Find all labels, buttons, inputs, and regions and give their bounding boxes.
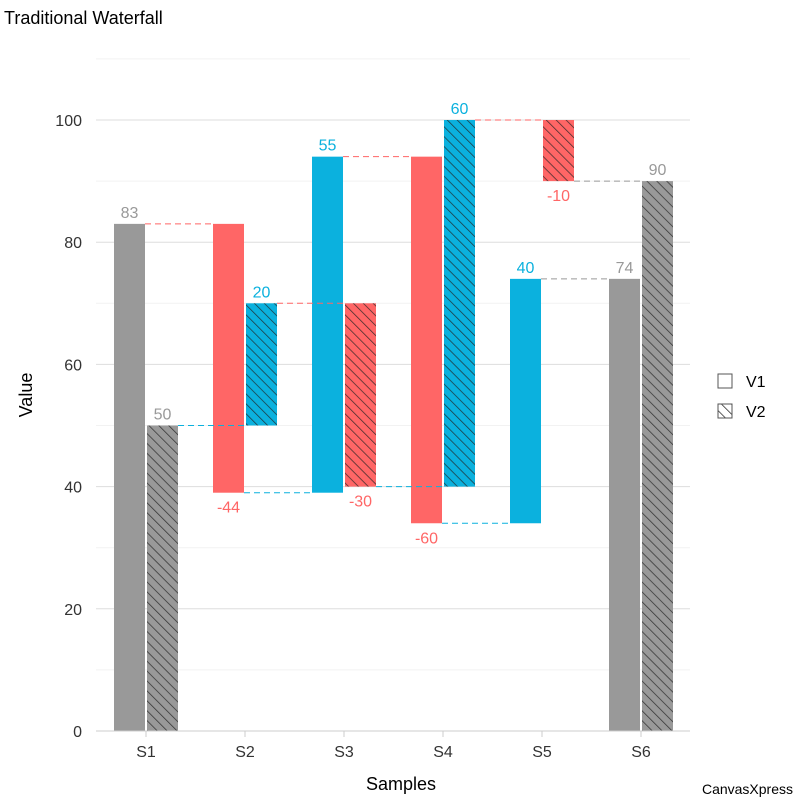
data-label: 55 xyxy=(319,138,337,155)
data-label: 74 xyxy=(616,260,634,277)
bar-hatch xyxy=(642,181,673,732)
x-tick-label: S6 xyxy=(631,744,651,761)
watermark: CanvasXpress xyxy=(702,781,793,797)
y-tick-label: 60 xyxy=(64,357,82,374)
legend-swatch-v2 xyxy=(717,403,733,419)
x-tick-label: S3 xyxy=(334,744,354,761)
legend-label-v2: V2 xyxy=(746,404,766,421)
legend: V1 V2 xyxy=(717,373,766,421)
data-label: -44 xyxy=(217,500,240,517)
y-tick-label: 20 xyxy=(64,602,82,619)
y-tick-label: 0 xyxy=(73,724,82,741)
bar-V1-S3 xyxy=(312,156,343,493)
y-axis-label: Value xyxy=(16,373,36,418)
bar-hatch xyxy=(246,303,277,426)
legend-swatch-v1 xyxy=(717,373,733,389)
y-tick-label: 80 xyxy=(64,235,82,252)
chart-title: Traditional Waterfall xyxy=(4,8,163,28)
bar-V1-S4 xyxy=(411,156,442,524)
bar-V1-S2 xyxy=(213,223,244,493)
data-label: 83 xyxy=(121,205,139,222)
y-tick-label: 100 xyxy=(55,113,82,130)
bar-V1-S1 xyxy=(114,223,145,731)
x-tick-label: S4 xyxy=(433,744,453,761)
data-label: 50 xyxy=(154,407,172,424)
data-label: -10 xyxy=(547,188,570,205)
data-label: 60 xyxy=(451,101,469,118)
x-tick-label: S5 xyxy=(532,744,552,761)
bar-hatch xyxy=(444,120,475,487)
bar-hatch xyxy=(543,120,574,182)
bar-hatch xyxy=(147,425,178,731)
bar-V1-S6 xyxy=(609,278,640,731)
x-tick-label: S2 xyxy=(235,744,255,761)
bar-V1-S5 xyxy=(510,278,541,524)
y-tick-label: 40 xyxy=(64,480,82,497)
data-label: 90 xyxy=(649,162,667,179)
data-label: 40 xyxy=(517,260,535,277)
data-label: -60 xyxy=(415,530,438,547)
x-tick-label: S1 xyxy=(136,744,156,761)
data-label: -30 xyxy=(349,494,372,511)
legend-label-v1: V1 xyxy=(746,374,766,391)
data-label: 20 xyxy=(253,284,271,301)
x-axis-label: Samples xyxy=(366,774,436,794)
bar-hatch xyxy=(345,303,376,487)
